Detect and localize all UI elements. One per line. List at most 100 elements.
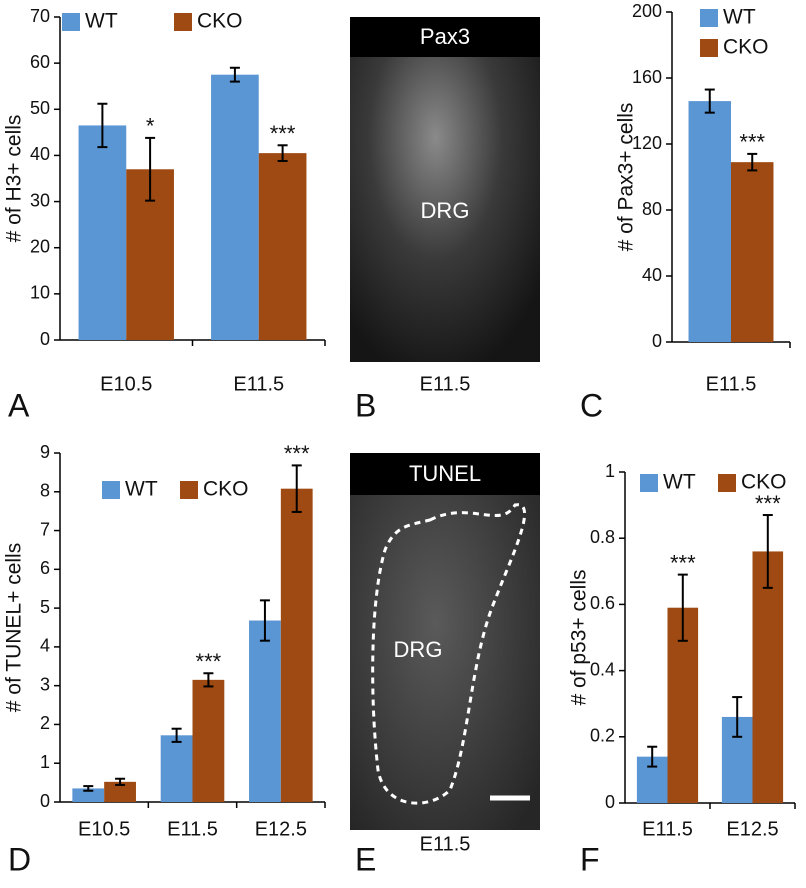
y-tick-label: 0 — [40, 791, 50, 811]
legend-label: CKO — [197, 10, 243, 33]
error-bar — [83, 785, 94, 792]
y-tick-label: 120 — [632, 133, 662, 153]
image-title-bar — [350, 17, 540, 57]
bar — [160, 735, 193, 802]
x-tick-label: E11.5 — [706, 373, 757, 395]
legend-swatch — [640, 474, 658, 492]
bar — [688, 101, 731, 342]
x-tick-label: E10.5 — [78, 818, 130, 840]
y-tick-label: 50 — [30, 98, 50, 118]
error-bar — [203, 672, 214, 688]
panel-letter: A — [8, 387, 30, 423]
significance-label: * — [146, 114, 155, 139]
y-axis-label: # of Pax3+ cells — [615, 103, 638, 252]
significance-label: *** — [670, 550, 696, 575]
legend-label: WT — [663, 471, 696, 494]
y-tick-label: 5 — [40, 597, 50, 617]
error-bar — [145, 136, 156, 202]
chart: 0 0.2 0.4 0.6 0.8 1 # of p53+ cells E11.5 *** E12… — [568, 461, 796, 877]
bar — [752, 551, 784, 803]
image-caption: E11.5 — [420, 373, 471, 395]
bar — [280, 488, 313, 802]
legend-swatch — [718, 474, 736, 492]
y-tick-label: 20 — [30, 236, 50, 256]
bar — [104, 781, 136, 802]
y-tick-label: 0 — [605, 792, 615, 812]
image-label: DRG — [394, 637, 443, 662]
legend-swatch — [102, 481, 120, 499]
y-tick-label: 9 — [40, 442, 50, 462]
y-tick-label: 60 — [30, 52, 50, 72]
panel-letter: E — [355, 841, 376, 877]
drg-outline — [371, 503, 527, 805]
legend-swatch — [700, 9, 718, 27]
chart: 0 1 2 3 4 5 6 7 8 9 # of TUNEL+ cells E10.5 E11.5 ***… — [3, 441, 326, 877]
legend-label: CKO — [741, 471, 787, 494]
legend-label: CKO — [203, 478, 249, 501]
error-bar — [115, 777, 126, 786]
image — [350, 17, 540, 362]
bar — [72, 788, 105, 802]
image-title: TUNEL — [409, 461, 481, 486]
x-tick-label: E11.5 — [167, 818, 218, 840]
micrograph-e: TUNEL DRG E11.5 E — [350, 453, 540, 877]
y-tick-label: 1 — [605, 461, 615, 481]
y-tick-label: 70 — [30, 6, 50, 26]
y-tick-label: 7 — [40, 519, 50, 539]
error-bar — [229, 66, 240, 83]
image-label: DRG — [421, 198, 470, 223]
y-tick-label: 160 — [632, 67, 662, 87]
y-tick-label: 6 — [40, 558, 50, 578]
y-axis-label: # of TUNEL+ cells — [3, 543, 26, 712]
legend-label: WT — [723, 6, 756, 29]
bar — [249, 620, 281, 802]
error-bar — [732, 696, 743, 738]
image-title: Pax3 — [420, 24, 470, 49]
bar — [78, 125, 127, 340]
legend-swatch — [700, 39, 718, 57]
significance-label: *** — [755, 491, 781, 516]
y-tick-label: 40 — [642, 265, 662, 285]
chart: 0 10 20 30 40 50 60 70 # of H3+ cells E10.5 * E11.5… — [3, 6, 326, 423]
image — [350, 453, 540, 830]
y-tick-label: 0 — [40, 329, 50, 349]
x-tick-label: E10.5 — [100, 373, 152, 395]
x-tick-label: E12.5 — [255, 818, 307, 840]
bar — [731, 162, 774, 342]
y-tick-label: 80 — [642, 199, 662, 219]
legend-swatch — [180, 481, 198, 499]
panel-letter: B — [355, 387, 376, 423]
y-tick-label: 4 — [40, 636, 50, 656]
error-bar — [677, 573, 688, 642]
significance-label: *** — [270, 121, 296, 146]
error-bar — [97, 102, 108, 149]
significance-label: *** — [284, 441, 310, 466]
error-bar — [647, 745, 658, 768]
error-bar — [259, 599, 270, 642]
x-tick-label: E11.5 — [642, 818, 693, 840]
panel-letter: F — [580, 841, 600, 877]
bar — [192, 679, 225, 802]
y-tick-label: 40 — [30, 144, 50, 164]
error-bar — [291, 464, 302, 513]
legend-swatch — [62, 13, 80, 31]
y-tick-label: 30 — [30, 190, 50, 210]
error-bar — [704, 88, 715, 114]
y-tick-label: 0.6 — [590, 593, 615, 613]
legend-label: WT — [85, 10, 118, 33]
significance-label: *** — [196, 649, 222, 674]
y-tick-label: 1 — [40, 752, 50, 772]
y-tick-label: 2 — [40, 713, 50, 733]
error-bar — [762, 514, 773, 589]
panel-letter: D — [8, 841, 31, 877]
significance-label: *** — [739, 130, 765, 155]
bar — [211, 74, 259, 340]
legend-label: CKO — [723, 36, 769, 59]
legend-label: WT — [125, 478, 158, 501]
y-tick-label: 10 — [30, 283, 50, 303]
y-tick-label: 0.2 — [590, 726, 615, 746]
micrograph-b: Pax3 DRG E11.5 B — [350, 17, 540, 423]
error-bar — [747, 152, 758, 172]
y-axis-label: # of p53+ cells — [568, 569, 591, 705]
